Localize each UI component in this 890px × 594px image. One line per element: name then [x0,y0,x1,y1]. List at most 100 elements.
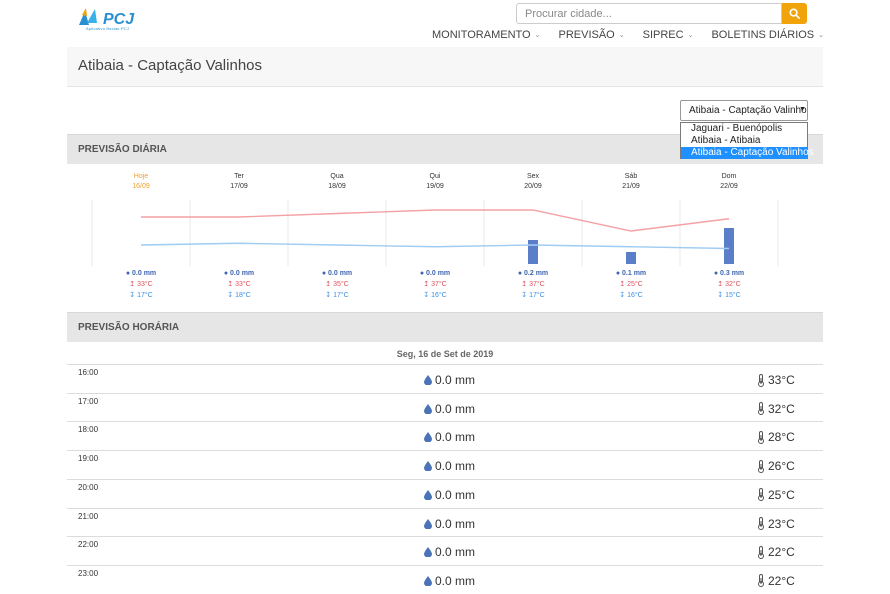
nav-monitoramento[interactable]: MONITORAMENTO ⌄ [432,28,540,42]
nav-boletins[interactable]: BOLETINS DIÁRIOS ⌄ [711,28,824,42]
thermometer-icon: ↥ [325,281,332,288]
hour-temp-value: 22°C [768,573,795,588]
thermometer-icon: ↧ [129,292,136,299]
raindrop-icon [424,375,432,385]
day-min-value: 16°C [627,292,643,299]
thermometer-icon [758,517,764,530]
chevron-down-icon: ⌄ [687,32,694,39]
hour-temp: 22°C [757,574,795,588]
hour-time: 21:00 [78,511,99,521]
hour-rain: 0.0 mm [424,402,475,416]
hourly-section-header: PREVISÃO HORÁRIA [67,312,823,342]
hourly-row: 20:00 0.0 mm 25°C [67,478,823,508]
thermometer-icon: ↥ [423,281,430,288]
day-min-value: 15°C [725,292,741,299]
hour-time: 16:00 [78,368,99,377]
day-rain-value: 0.0 mm [132,270,157,277]
day-min-value: 17°C [137,292,153,299]
day-max-value: 33°C [235,281,251,288]
city-search-input[interactable] [516,3,782,24]
station-option[interactable]: Jaguari - Buenópolis [691,123,783,134]
search-button[interactable] [782,3,807,24]
hour-rain-value: 0.0 mm [435,459,476,474]
hour-rain-value: 0.0 mm [435,573,476,588]
hourly-row: 22:00 0.0 mm 22°C [67,536,823,565]
hour-rain: 0.0 mm [424,545,475,559]
hour-temp-value: 28°C [768,430,795,445]
station-option[interactable]: Atibaia - Atibaia [691,135,761,146]
hourly-row: 16:00 0.0 mm 33°C [67,364,823,393]
hourly-date-label: Seg, 16 de Set de 2019 [396,349,494,359]
thermometer-icon: ↥ [227,281,234,288]
day-stats: ● 0.0 mm ↥ 35°C ↧ 17°C [288,268,386,301]
hour-temp: 33°C [757,373,795,387]
title-band [67,47,823,87]
hour-rain-value: 0.0 mm [435,401,476,416]
hourly-row: 21:00 0.0 mm 23°C [67,507,823,537]
hour-time: 17:00 [78,396,99,406]
thermometer-icon [758,574,764,588]
day-date: 16/09 [132,183,150,190]
day-rain-value: 0.0 mm [328,270,353,277]
hour-temp-value: 25°C [768,487,795,502]
day-stats: ● 0.0 mm ↥ 33°C ↧ 18°C [190,268,288,301]
day-date: 21/09 [622,183,640,190]
day-name: Dom [721,173,737,180]
day-date: 22/09 [720,183,738,190]
rain-bar [626,252,636,264]
day-name: Sáb [624,173,638,180]
raindrop-icon [424,489,432,500]
raindrop-icon [424,518,432,529]
day-min-value: 16°C [431,292,447,299]
pcj-logo[interactable]: PCJ [77,5,147,35]
day-rain: ● 0.0 mm [386,268,484,279]
day-date: 17/09 [230,183,248,190]
thermometer-icon [758,430,764,444]
day-header: Dom 22/09 [680,172,778,192]
raindrop-icon: ● [517,270,523,277]
day-max: ↥ 37°C [386,279,484,290]
day-name: Hoje [133,173,149,180]
station-option-selected[interactable]: Atibaia - Captação Valinhos [681,147,814,159]
day-min: ↧ 17°C [92,290,190,301]
day-stats: ● 0.1 mm ↥ 25°C ↧ 16°C [582,268,680,301]
raindrop-icon: ● [223,270,229,277]
day-name: Ter [234,173,244,180]
logo-subtext: Aplicativo Bacias PCJ [86,26,130,31]
thermometer-icon [758,488,764,502]
thermometer-icon: ↥ [717,281,724,288]
hour-time: 23:00 [78,568,99,578]
max-temp-line [141,209,730,232]
station-select[interactable]: Atibaia - Captação Valinhos [680,100,808,121]
day-max-value: 25°C [627,281,643,288]
day-max: ↥ 25°C [582,279,680,290]
hour-temp: 22°C [757,545,795,559]
nav-previsao[interactable]: PREVISÃO ⌄ [558,28,624,42]
thermometer-icon: ↧ [423,292,430,299]
hour-temp: 25°C [757,488,795,502]
thermometer-icon: ↧ [619,292,626,299]
hourly-row: 18:00 0.0 mm 28°C [67,421,823,450]
chevron-down-icon: ⌄ [818,32,825,39]
raindrop-icon: ● [615,270,621,277]
main-nav: MONITORAMENTO ⌄ PREVISÃO ⌄ SIPREC ⌄ BOLETIN… [432,28,824,42]
nav-siprec[interactable]: SIPREC ⌄ [643,28,694,42]
day-min: ↧ 16°C [582,290,680,301]
day-min-value: 17°C [529,292,545,299]
day-stats: ● 0.3 mm ↥ 32°C ↧ 15°C [680,268,778,301]
day-min-value: 18°C [235,292,251,299]
day-min-value: 17°C [333,292,349,299]
day-min: ↧ 15°C [680,290,778,301]
raindrop-icon [424,547,432,558]
raindrop-icon [424,403,432,414]
hour-temp-value: 23°C [768,516,795,531]
day-rain-value: 0.0 mm [426,270,451,277]
thermometer-icon: ↧ [521,292,528,299]
hour-rain: 0.0 mm [424,488,475,502]
day-rain: ● 0.0 mm [92,268,190,279]
hour-rain: 0.0 mm [424,459,475,473]
day-rain-value: 0.1 mm [622,270,647,277]
hour-temp: 26°C [757,459,795,473]
day-min: ↧ 17°C [288,290,386,301]
day-min: ↧ 18°C [190,290,288,301]
